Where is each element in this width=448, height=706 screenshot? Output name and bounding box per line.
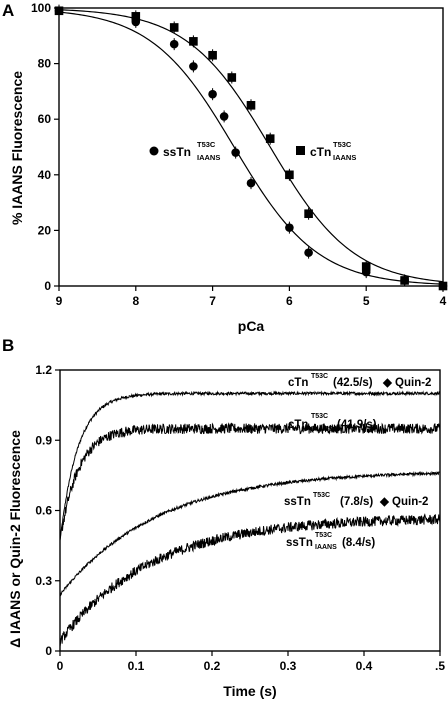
panel-b-y-tick-label: 0.3 <box>35 574 52 588</box>
panel-a-x-tick-label: 4 <box>440 294 447 308</box>
data-point-ctn <box>400 276 409 285</box>
panel-a-y-tick-label: 80 <box>38 57 52 71</box>
data-point-ctn <box>438 281 448 291</box>
panel-a-x-axis-label: pCa <box>238 318 265 334</box>
panel-b-y-tick-label: 1.2 <box>35 363 52 377</box>
legend-ctn-label: cTn <box>310 145 331 159</box>
panel-b-y-tick-label: 0.9 <box>35 433 52 447</box>
trace-ctn-iaans <box>59 421 441 538</box>
legend-sstn-sup: T53C <box>197 140 216 149</box>
annotation-ctn-quin2-extra: ◆ Quin-2 <box>382 377 431 389</box>
panel-b-x-tick-label: 0 <box>57 659 64 673</box>
data-point-sstn <box>189 62 198 71</box>
legend-sstn: ssTn T53C IAANS <box>149 140 220 162</box>
data-point-ctn <box>304 209 313 219</box>
annotation-ctn-quin2-sup: T53C <box>311 373 328 380</box>
panel-a-fit-curves <box>58 9 444 285</box>
panel-b: B 0 0.1 0.2 0.3 0.4 .5 0 0.3 0.6 0.9 1.2 Δ IAANS o… <box>2 336 445 699</box>
panel-b-y-tick-label: 0.6 <box>35 504 52 518</box>
annotation-ctn-quin2-rate: (42.5/s) <box>333 377 373 389</box>
data-point-ctn <box>169 23 179 32</box>
trace-sstn-iaans <box>59 513 441 647</box>
annotation-sstn-iaans-name: ssTn <box>286 537 313 549</box>
annotation-ctn-quin2-name: cTn <box>288 377 308 389</box>
panel-a-data-points <box>54 4 448 292</box>
annotation-ctn-iaans-sub: IAANS <box>311 426 333 433</box>
data-point-sstn <box>285 223 294 232</box>
data-point-ctn <box>54 6 64 16</box>
data-point-ctn <box>208 50 217 60</box>
annotation-ctn-iaans-rate: (41.9/s) <box>337 419 377 431</box>
annotation-sstn-quin2: ssTn T53C (7.8/s) ◆ Quin-2 <box>284 492 428 508</box>
trace-sstn-quin2 <box>59 470 441 597</box>
annotation-sstn-quin2-sup: T53C <box>313 492 330 499</box>
annotation-ctn-quin2: cTn T53C (42.5/s) ◆ Quin-2 <box>288 373 431 389</box>
panel-a-y-axis-label: % IAANS Fluorescence <box>9 71 25 225</box>
fit-curve-ctn <box>58 9 444 283</box>
data-point-ctn <box>361 262 371 271</box>
panel-a-x-tick-label: 6 <box>286 294 293 308</box>
panel-b-plot-frame <box>59 369 441 652</box>
data-point-sstn <box>208 89 217 99</box>
annotation-ctn-iaans-sup: T53C <box>311 413 328 420</box>
data-point-sstn <box>169 39 179 49</box>
panel-a-x-tick-label: 7 <box>209 294 216 308</box>
panel-a-y-tick-label: 0 <box>44 279 51 293</box>
data-point-ctn <box>131 12 141 21</box>
legend-sstn-sub: IAANS <box>197 153 220 162</box>
annotation-sstn-iaans: ssTn T53C IAANS (8.4/s) <box>286 532 375 551</box>
panel-a-x-tick-label: 8 <box>132 294 139 308</box>
panel-a-y-tick-label: 40 <box>38 168 52 182</box>
data-point-sstn <box>231 148 240 157</box>
panel-b-x-axis-label: Time (s) <box>223 683 276 699</box>
data-point-ctn <box>227 73 237 82</box>
fit-curve-sstn <box>58 11 444 285</box>
data-point-ctn <box>189 37 198 46</box>
panel-a-plot-frame <box>58 7 444 287</box>
legend-ctn-sup: T53C <box>333 140 352 149</box>
legend-sstn-marker <box>149 146 159 156</box>
panel-a-label: A <box>2 1 14 20</box>
panel-b-x-tick-label: 0.2 <box>204 659 221 673</box>
panel-b-label: B <box>2 336 14 355</box>
data-point-sstn <box>304 248 313 257</box>
legend-ctn-marker <box>296 146 305 155</box>
annotation-ctn-iaans-name: cTn <box>288 419 308 431</box>
panel-a-x-tick-label: 9 <box>56 294 63 308</box>
data-point-ctn <box>265 134 275 143</box>
legend-sstn-label: ssTn <box>163 145 191 159</box>
panel-b-x-tick-label: 0.3 <box>280 659 297 673</box>
panel-b-x-tick-label: 0.4 <box>356 659 373 673</box>
panel-a-y-tick-label: 60 <box>38 112 52 126</box>
annotation-sstn-quin2-extra: ◆ Quin-2 <box>379 496 428 508</box>
data-point-sstn <box>246 178 256 188</box>
panel-b-x-tick-label: 0.1 <box>128 659 145 673</box>
data-point-ctn <box>246 101 256 110</box>
panel-a-y-tick-label: 100 <box>31 1 51 15</box>
panel-b-y-tick-label: 0 <box>45 644 52 658</box>
panel-a-x-tick-label: 5 <box>363 294 370 308</box>
annotation-sstn-quin2-rate: (7.8/s) <box>340 496 373 508</box>
annotation-sstn-iaans-rate: (8.4/s) <box>342 537 375 549</box>
panel-b-traces <box>59 390 441 647</box>
panel-b-y-axis-label: Δ IAANS or Quin-2 Fluorescence <box>7 430 23 648</box>
annotation-sstn-quin2-name: ssTn <box>284 496 311 508</box>
data-point-sstn <box>219 112 229 121</box>
annotation-sstn-iaans-sup: T53C <box>315 532 332 539</box>
panel-b-axes: 0 0.1 0.2 0.3 0.4 .5 0 0.3 0.6 0.9 1.2 <box>35 363 445 673</box>
legend-ctn: cTn T53C IAANS <box>296 140 356 162</box>
data-point-ctn <box>285 170 294 180</box>
annotation-sstn-iaans-sub: IAANS <box>315 544 337 551</box>
annotation-ctn-iaans: cTn T53C IAANS (41.9/s) <box>288 413 377 433</box>
panel-b-x-tick-label: .5 <box>435 659 445 673</box>
trace-ctn-quin2 <box>59 390 441 541</box>
legend-ctn-sub: IAANS <box>333 153 356 162</box>
panel-a-y-tick-label: 20 <box>38 223 52 237</box>
